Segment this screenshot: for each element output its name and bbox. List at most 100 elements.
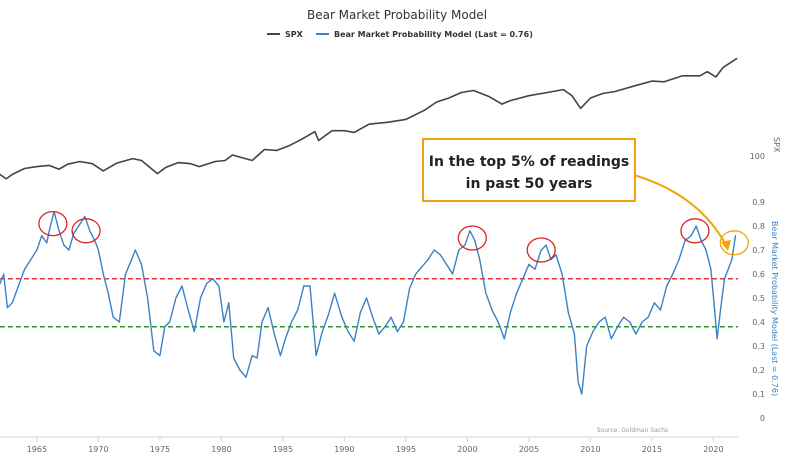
- spx-data-point: [165, 166, 167, 168]
- model-data-point: [321, 331, 323, 333]
- model-tick-label: 0.8: [752, 222, 765, 231]
- model-data-point: [131, 259, 133, 261]
- model-data-point: [616, 326, 619, 328]
- model-data-point: [545, 244, 547, 246]
- spx-data-point: [214, 160, 216, 163]
- model-data-point: [561, 273, 563, 275]
- spx-data-point: [288, 145, 290, 147]
- model-data-point: [303, 285, 305, 287]
- x-tick-label: 2015: [642, 445, 662, 454]
- spx-data-point: [580, 107, 582, 109]
- model-data-point: [700, 239, 702, 241]
- model-data-point: [273, 333, 275, 335]
- model-data-point: [623, 316, 625, 318]
- spx-data-point: [528, 95, 530, 97]
- spx-data-point: [314, 131, 316, 133]
- model-data-point: [58, 230, 60, 232]
- spx-data-point: [368, 123, 370, 125]
- annotation-box: [422, 138, 636, 202]
- x-tick-label: 1990: [334, 445, 354, 454]
- model-data-point: [415, 273, 417, 275]
- highlight-circle: [457, 225, 487, 251]
- model-data-point: [6, 307, 8, 309]
- model-data-point: [97, 249, 99, 251]
- spx-data-point: [699, 75, 701, 77]
- spx-data-point: [651, 80, 653, 82]
- spx-data-point: [562, 89, 564, 91]
- model-data-point: [714, 309, 716, 311]
- model-data-point: [567, 311, 569, 313]
- model-data-point: [17, 285, 19, 287]
- model-data-point: [30, 259, 32, 261]
- legend-label-spx[interactable]: SPX: [285, 30, 304, 39]
- legend-label-model[interactable]: Bear Market Probability Model (Last = 0.…: [334, 30, 533, 39]
- model-data-point: [169, 321, 171, 323]
- model-data-point: [341, 316, 343, 318]
- spx-data-point: [722, 66, 724, 68]
- highlight-circle: [680, 218, 710, 244]
- model-tick-label: 0.1: [752, 390, 765, 399]
- highlight-circle: [71, 218, 101, 244]
- model-data-point: [577, 381, 579, 383]
- model-data-point: [24, 268, 26, 270]
- model-data-point: [3, 273, 5, 275]
- model-data-point: [261, 321, 263, 323]
- model-data-point: [581, 393, 583, 395]
- model-data-point: [89, 230, 91, 232]
- model-tick-label: 0: [760, 414, 765, 423]
- x-tick-label: 2010: [580, 445, 600, 454]
- spx-data-point: [132, 158, 134, 160]
- model-data-point: [46, 242, 48, 244]
- model-data-point: [372, 316, 374, 318]
- model-data-point: [11, 302, 13, 304]
- model-data-point: [164, 326, 166, 328]
- spx-data-point: [0, 173, 1, 175]
- model-axis-ticks: 0 0.1 0.2 0.3 0.4 0.5 0.6 0.7 0.8 0.9: [752, 198, 765, 423]
- model-data-point: [528, 263, 530, 265]
- model-data-point: [193, 331, 195, 333]
- model-data-point: [491, 309, 493, 311]
- spx-data-point: [343, 130, 345, 132]
- model-data-point: [592, 331, 594, 333]
- model-data-point: [239, 369, 241, 371]
- model-data-point: [409, 287, 411, 289]
- model-tick-label: 0.7: [752, 246, 765, 255]
- spx-data-point: [251, 159, 253, 162]
- legend[interactable]: SPX Bear Market Probability Model (Last …: [267, 30, 533, 39]
- model-data-point: [445, 263, 448, 265]
- spx-data-point: [79, 160, 81, 163]
- model-data-point: [503, 338, 505, 340]
- highlight-circle: [38, 210, 68, 237]
- model-data-point: [36, 249, 38, 251]
- annotation-arrow: [633, 174, 728, 248]
- model-data-point: [672, 273, 674, 275]
- model-series-line[interactable]: [0, 210, 737, 395]
- model-data-point: [334, 292, 336, 294]
- spx-data-point: [632, 85, 635, 87]
- model-data-point: [555, 254, 557, 256]
- model-data-point: [629, 321, 631, 323]
- model-data-point: [516, 292, 518, 294]
- model-tick-label: 0.2: [752, 366, 765, 375]
- spx-data-point: [706, 71, 708, 73]
- model-data-point: [659, 309, 662, 311]
- model-data-point: [102, 273, 104, 275]
- spx-data-point: [682, 75, 684, 77]
- spx-data-point: [11, 173, 13, 175]
- model-data-point: [147, 297, 149, 299]
- model-data-point: [181, 285, 183, 287]
- spx-data-point: [614, 90, 616, 93]
- spx-data-point: [589, 97, 592, 99]
- model-data-point: [175, 297, 177, 299]
- model-data-point: [690, 235, 692, 237]
- annotation: In the top 5% of readings in past 50 yea…: [422, 138, 731, 251]
- highlight-circle: [719, 230, 749, 256]
- model-data-point: [245, 376, 247, 378]
- model-data-point: [534, 268, 536, 270]
- spx-data-point: [571, 95, 573, 97]
- spx-data-point: [5, 178, 7, 180]
- model-data-point: [509, 311, 511, 313]
- model-data-point: [212, 278, 214, 280]
- model-data-point: [390, 316, 392, 318]
- x-tick-label: 2005: [519, 445, 539, 454]
